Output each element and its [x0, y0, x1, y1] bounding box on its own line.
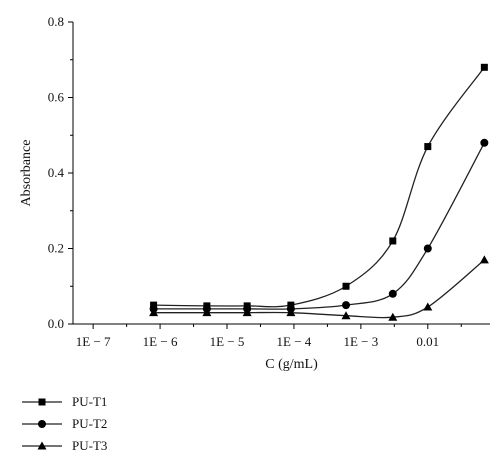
- data-point-pu-t2: [480, 138, 489, 147]
- data-point-pu-t3: [423, 302, 433, 311]
- data-point-pu-t1: [424, 143, 432, 151]
- data-point-pu-t3: [286, 308, 296, 317]
- data-point-pu-t3: [341, 311, 351, 320]
- x-tick-label: 0.01: [416, 334, 439, 349]
- x-axis-title: C (g/mL): [265, 357, 318, 372]
- y-tick-label: 0.8: [48, 14, 64, 29]
- y-tick-label: 0.0: [48, 316, 64, 331]
- y-tick-label: 0.2: [48, 241, 64, 256]
- y-tick-label: 0.4: [48, 165, 65, 180]
- data-point-pu-t1: [389, 237, 397, 245]
- curve-pu-t1: [153, 66, 485, 308]
- data-point-pu-t3: [479, 255, 489, 264]
- legend-marker: [37, 441, 47, 450]
- data-point-pu-t1: [480, 63, 488, 71]
- x-tick-label: 1E − 6: [143, 334, 178, 349]
- data-point-pu-t3: [242, 308, 252, 317]
- data-point-pu-t1: [342, 282, 350, 290]
- data-point-pu-t2: [423, 244, 432, 253]
- data-point-pu-t3: [388, 312, 398, 321]
- x-tick-label: 1E − 3: [343, 334, 378, 349]
- legend-label: PU-T2: [72, 416, 107, 431]
- axes: 0.0 0.2 0.4 0.6 0.8 1E − 7 1E − 6 1E − 5 1E − 4 1…: [19, 14, 490, 372]
- x-tick-label: 1E − 5: [210, 334, 245, 349]
- data-point-pu-t3: [202, 308, 212, 317]
- data-point-pu-t2: [342, 301, 351, 310]
- fitted-curves: [153, 66, 485, 319]
- legend-marker: [38, 398, 46, 406]
- legend: PU-T1 PU-T2 PU-T3: [22, 394, 107, 453]
- x-tick-label: 1E − 4: [277, 334, 312, 349]
- y-tick-label: 0.6: [48, 90, 65, 105]
- data-point-pu-t3: [149, 308, 159, 317]
- data-point-pu-t2: [388, 289, 397, 298]
- data-markers: [149, 63, 489, 321]
- curve-pu-t2: [153, 142, 485, 310]
- legend-label: PU-T3: [72, 438, 107, 453]
- y-axis-title: Absorbance: [19, 140, 34, 207]
- legend-marker: [38, 420, 46, 428]
- legend-label: PU-T1: [72, 394, 107, 409]
- x-tick-label: 1E − 7: [76, 334, 111, 349]
